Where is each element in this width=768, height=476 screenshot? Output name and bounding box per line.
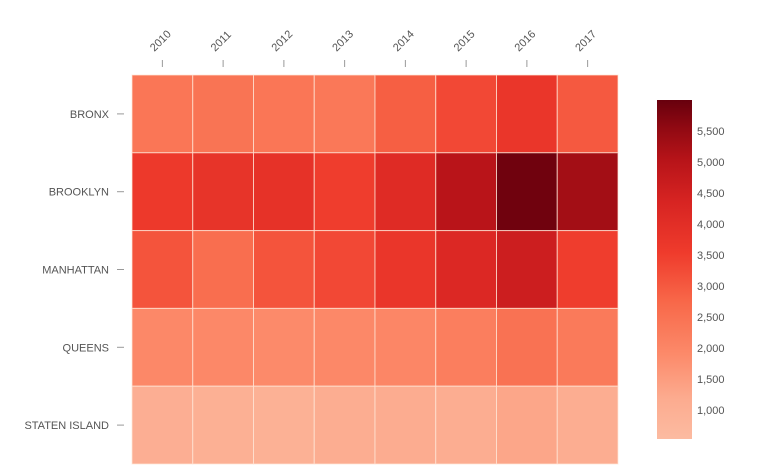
legend-colorbar [657, 100, 692, 439]
x-tick-label: 2016 [513, 28, 539, 54]
x-tick-label: 2013 [330, 28, 356, 54]
heatmap-cell [556, 152, 619, 232]
heatmap-cell [131, 152, 194, 232]
x-tick-label: 2014 [391, 28, 417, 54]
x-tick-label: 2010 [148, 28, 174, 54]
legend-tick-label: 5,500 [697, 126, 725, 138]
legend-ticks: 1,000 1,500 2,000 2,500 3,000 3,500 4,000 4,500… [697, 126, 725, 417]
legend-tick-label: 1,000 [697, 405, 725, 417]
heatmap-cell [313, 74, 376, 154]
x-axis-years: 2010 2011 2012 2013 2014 2015 2016 2017 [148, 28, 599, 67]
heatmap-cell [496, 152, 558, 232]
heatmap-cell [496, 74, 558, 154]
heatmap-cell [556, 230, 619, 309]
heatmap-cell [435, 152, 497, 232]
y-tick-label: BRONX [70, 109, 110, 121]
x-tick-label: 2015 [452, 28, 478, 54]
y-tick-label: MANHATTAN [42, 265, 109, 277]
y-tick-label: STATEN ISLAND [24, 420, 109, 432]
x-tick-label: 2017 [573, 28, 599, 54]
heatmap-cell [435, 385, 497, 465]
heatmap-cell [435, 74, 497, 154]
heatmap-cell [313, 152, 376, 232]
heatmap-cells [131, 74, 619, 465]
heatmap-cell [253, 385, 315, 465]
heatmap-cell [253, 307, 315, 387]
heatmap-cell [374, 152, 437, 232]
heatmap-cell [496, 385, 558, 465]
legend-tick-label: 4,500 [697, 188, 725, 200]
heatmap-cell [192, 307, 254, 387]
legend-tick-label: 3,000 [697, 281, 725, 293]
heatmap-cell [556, 74, 619, 154]
legend-tick-label: 1,500 [697, 374, 725, 386]
y-tick-label: BROOKLYN [49, 187, 109, 199]
heatmap-cell [192, 230, 254, 309]
heatmap-cell [313, 307, 376, 387]
heatmap-cell [374, 385, 437, 465]
y-tick-label: QUEENS [63, 342, 109, 354]
heatmap-cell [253, 230, 315, 309]
heatmap-cell [435, 307, 497, 387]
heatmap-cell [192, 385, 254, 465]
heatmap-cell [374, 307, 437, 387]
heatmap-cell [496, 307, 558, 387]
heatmap-cell [131, 307, 194, 387]
y-axis-boroughs: BRONX BROOKLYN MANHATTAN QUEENS STATEN ISLAN… [24, 109, 124, 432]
heatmap-cell [313, 385, 376, 465]
heatmap-cell [435, 230, 497, 309]
heatmap-cell [496, 230, 558, 309]
legend-tick-label: 2,500 [697, 312, 725, 324]
legend-tick-label: 5,000 [697, 157, 725, 169]
heatmap-cell [374, 230, 437, 309]
heatmap-cell [556, 385, 619, 465]
legend-tick-label: 2,000 [697, 343, 725, 355]
color-legend: 1,000 1,500 2,000 2,500 3,000 3,500 4,000 4,500… [657, 100, 725, 439]
heatmap-cell [313, 230, 376, 309]
heatmap-cell [192, 152, 254, 232]
heatmap-cell [131, 385, 194, 465]
heatmap-cell [131, 230, 194, 309]
legend-tick-label: 4,000 [697, 219, 725, 231]
x-tick-label: 2012 [270, 28, 296, 54]
heatmap-cell [253, 74, 315, 154]
heatmap-cell [374, 74, 437, 154]
legend-tick-label: 3,500 [697, 250, 725, 262]
heatmap-cell [192, 74, 254, 154]
x-tick-label: 2011 [209, 29, 234, 54]
heatmap-cell [556, 307, 619, 387]
heatmap-cell [253, 152, 315, 232]
heatmap-cell [131, 74, 194, 154]
